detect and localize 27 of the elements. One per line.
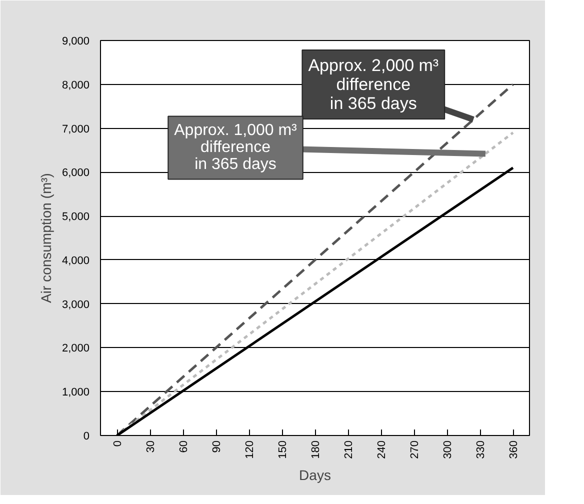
y-tick-label: 6,000 [62, 167, 90, 180]
y-tick-label: 8,000 [62, 79, 90, 92]
x-tick-label: 270 [409, 440, 421, 459]
x-tick-label: 360 [508, 440, 520, 459]
x-tick-label: 300 [442, 440, 454, 459]
y-tick-label: 7,000 [62, 123, 90, 136]
x-tick-label: 180 [310, 440, 322, 459]
y-tick-label: 1,000 [62, 386, 90, 399]
y-tick-label: 4,000 [62, 254, 90, 267]
x-tick-label: 150 [277, 440, 289, 459]
y-tick-label: 3,000 [62, 298, 90, 311]
x-tick-label: 30 [145, 440, 157, 453]
y-tick-label: 9,000 [62, 36, 90, 48]
y-tick-label: 0 [83, 430, 90, 442]
x-tick-label: 90 [211, 440, 223, 453]
y-tick-label: 2,000 [62, 342, 90, 355]
x-tick-label: 60 [178, 440, 190, 453]
annotation: Approx. 2,000 m³ difference in 365 days [308, 56, 439, 113]
x-tick-label: 240 [376, 440, 388, 459]
x-axis-title: Days [299, 466, 331, 483]
x-tick-label: 120 [244, 440, 256, 459]
x-tick-label: 210 [343, 440, 355, 459]
x-tick-label: 0 [112, 440, 124, 447]
annotation: Approx. 1,000 m³ difference in 365 days [174, 122, 298, 174]
y-tick-label: 5,000 [62, 211, 90, 224]
x-tick-label: 330 [475, 440, 487, 459]
y-axis-title: Air consumption (m³) [38, 173, 54, 303]
